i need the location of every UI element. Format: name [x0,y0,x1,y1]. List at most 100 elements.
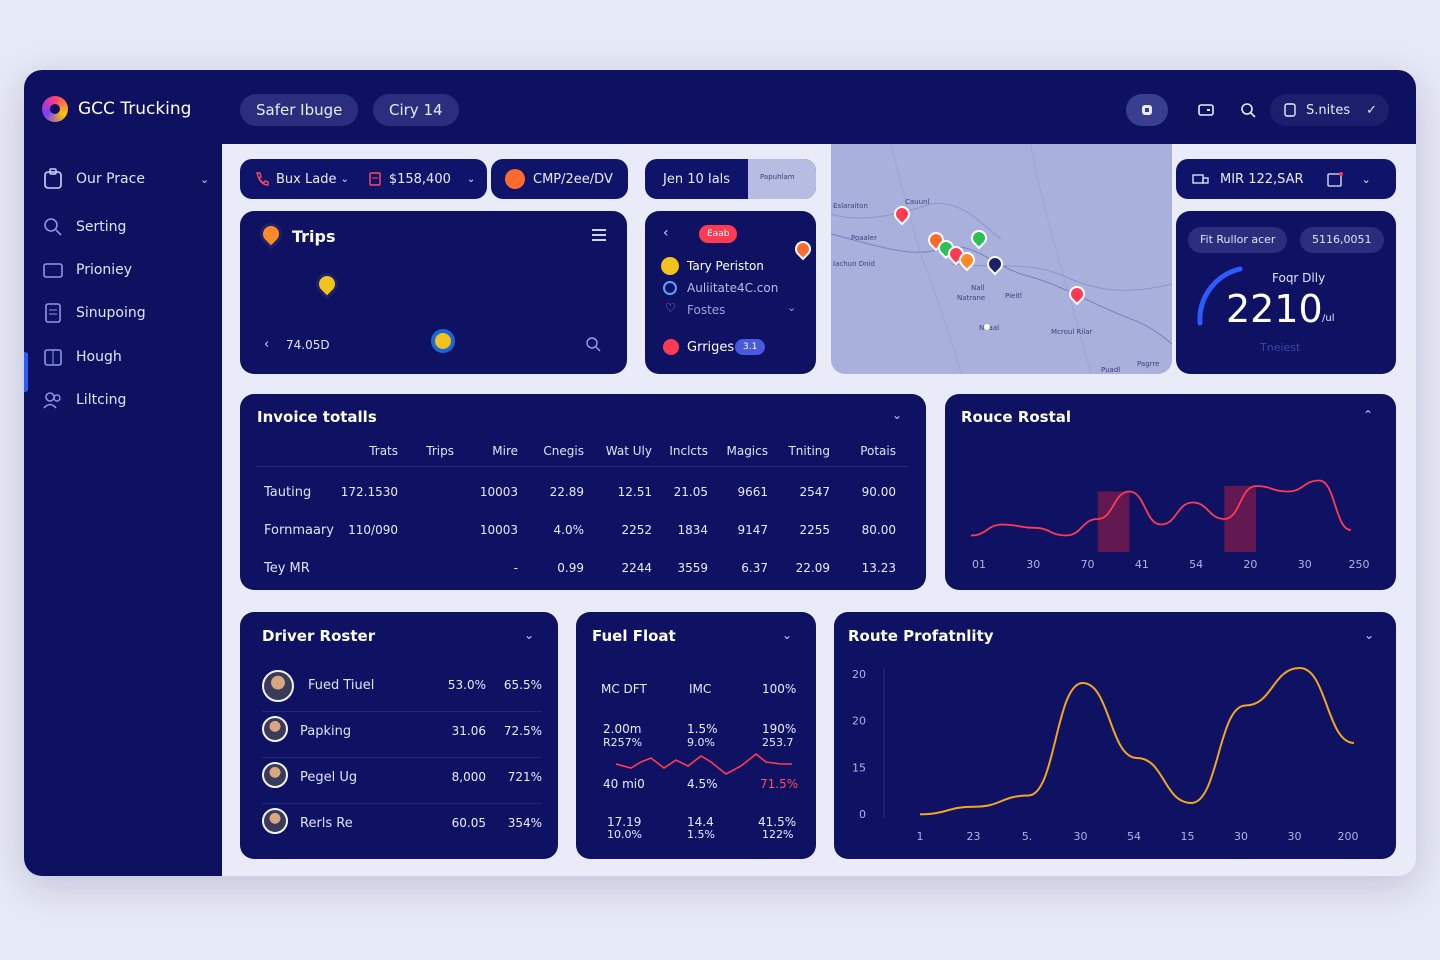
sidebar-item-label: Hough [76,349,122,365]
sidebar-item-label: Serting [76,219,127,235]
filter-chip-date[interactable]: Jen 10 Ials Papuhlam [645,159,816,199]
sidebar-item-liltcing[interactable]: Liltcing [42,389,126,411]
x-tick-label: 1 [917,830,924,843]
x-tick-label: 30 [1298,558,1312,571]
avatar [661,257,679,275]
back-icon[interactable]: ‹ [663,225,669,241]
kpi-gauge [1197,266,1243,326]
table-row[interactable]: Tey MR - 0.99 2244 3559 6.37 22.09 13.23 [256,545,908,583]
location-pin-icon [791,237,815,261]
kpi-chip[interactable]: Fit Rullor acer [1188,227,1288,253]
truck-pin-icon[interactable] [311,268,343,300]
x-tick-label: 30 [1074,830,1088,843]
fuel-cell: 10.0% [607,828,642,841]
invoice-table: Trats Trips Mire Cnegis Wat Uly Inclcts Magics… [256,436,908,583]
map-label: Mcroul Rilar [1051,328,1093,336]
route-map[interactable]: Cauunl Eslaraiton Poaaler Iachun Dnid Na… [831,144,1172,374]
sidebar-item-hough[interactable]: Hough [42,346,122,368]
avatar [262,762,288,788]
invoice-title: Invoice totalls [257,408,377,426]
chevron-down-icon[interactable]: ⌄ [892,408,903,422]
fuel-cell: 1.5% [687,722,718,736]
filter-chip-label: CMP/2ee/DV [533,171,613,187]
filter-chip-load[interactable]: Bux Lade ⌄ $158,400 ⌄ [240,159,487,199]
sidebar-item-sinupoing[interactable]: Sinupoing [42,302,146,324]
list-item[interactable]: Fued Tiuel 53.0% 65.5% [262,666,542,712]
status-badge: Eaab [699,225,738,243]
brand[interactable]: GCC Trucking [42,96,191,122]
fuel-cell: 14.4 [687,815,714,829]
avatar [262,808,288,834]
invoice-column-header[interactable]: Wat Uly [605,444,652,458]
kpi-chip[interactable]: 5116,0051 [1300,227,1384,253]
kpi-unit: /ul [1322,313,1335,324]
sidebar-item-label: Liltcing [76,392,127,408]
invoice-column-header[interactable]: Magics [726,444,768,458]
tab-city[interactable]: Ciry 14 [373,94,459,126]
driver-list: Fued Tiuel 53.0% 65.5% Papking 31.06 72.5% Peg… [262,666,542,850]
chevron-down-icon[interactable]: ⌄ [787,301,797,314]
invoice-column-header[interactable]: Trips [426,444,454,458]
invoice-column-header[interactable]: Inclcts [669,444,708,458]
chevron-down-icon[interactable]: ⌄ [1364,628,1375,642]
filter-chip-amount: $158,400 [388,171,451,187]
fuel-cell: 2.00m [603,722,642,736]
table-row[interactable]: Fornmaary 110/090 10003 4.0% 2252 1834 9147 225… [256,507,908,545]
search-icon[interactable] [586,337,602,353]
logo-icon [42,96,68,122]
active-indicator [24,352,28,392]
location-pin-icon[interactable] [431,329,455,353]
sidebar-item-our-prace[interactable]: Our Prace ⌄ [42,168,209,190]
table-row[interactable]: Tauting 172.1530 10003 22.89 12.51 21.05 9661 2… [256,469,908,507]
x-tick-label: 41 [1135,558,1149,571]
chevron-down-icon[interactable]: ⌄ [782,628,793,642]
trips-value: 74.05D [286,338,330,352]
menu-icon[interactable] [592,229,606,241]
invoice-column-header[interactable]: Tniting [788,444,830,458]
back-icon[interactable]: ‹ [264,337,270,352]
chevron-up-icon[interactable]: ⌃ [1363,408,1374,422]
fuel-cell: 1.5% [687,828,715,841]
filter-chip-mir[interactable]: MIR 122,SAR ⌄ [1176,159,1396,199]
list-item[interactable]: Rerls Re 60.05 354% [262,804,542,850]
sidebar: Our Prace ⌄ Serting Prioniey Sinupoing H… [24,144,222,876]
driver-metric: 53.0% [447,678,486,692]
fuel-cell: 4.5% [687,777,718,791]
invoice-column-header[interactable]: Mire [492,444,518,458]
x-tick-label: 01 [972,558,986,571]
invoice-column-header[interactable]: Cnegis [543,444,584,458]
driver-name: Fued Tiuel [308,678,375,693]
sidebar-item-label: Our Prace [76,171,145,187]
filter-chip-cmp[interactable]: CMP/2ee/DV [491,159,628,199]
x-tick-label: 30 [1234,830,1248,843]
table-cell: 90.00 [861,485,896,499]
wallet-icon [1198,104,1214,116]
chevron-down-icon: ⌄ [466,173,476,185]
invoice-card: Invoice totalls ⌄ Trats Trips Mire Cnegis Wa… [240,394,926,590]
avatar [262,670,294,702]
flame-icon [505,169,525,189]
sidebar-item-prioniey[interactable]: Prioniey [42,259,132,281]
driver-metric: 31.06 [451,724,486,738]
user-menu[interactable]: S.nites ✓ [1270,94,1390,126]
notification-button[interactable] [1126,94,1168,126]
building-icon [44,349,62,366]
wallet-button[interactable] [1192,96,1220,124]
route-profitability-card: Route Profatnlity ⌄ 20 20 15 0 1 23 5. 30 54 15 30… [834,612,1396,859]
list-item[interactable]: Pegel Ug 8,000 721% [262,758,542,804]
table-cell: 2255 [799,523,830,537]
route-profitability-title: Route Profatnlity [848,627,994,645]
driver-name: Papking [300,724,352,739]
fuel-float-title: Fuel Float [592,627,676,645]
chevron-down-icon[interactable]: ⌄ [524,628,535,642]
table-cell: 172.1530 [340,485,398,499]
chevron-down-icon: ⌄ [200,172,210,186]
table-cell: 3559 [677,561,708,575]
x-tick-label: 15 [1181,830,1195,843]
list-item[interactable]: Papking 31.06 72.5% [262,712,542,758]
tab-safer[interactable]: Safer Ibuge [240,94,359,126]
search-button[interactable] [1234,96,1262,124]
invoice-column-header[interactable]: Trats [369,444,398,458]
sidebar-item-serting[interactable]: Serting [42,216,126,238]
invoice-column-header[interactable]: Potais [860,444,896,458]
